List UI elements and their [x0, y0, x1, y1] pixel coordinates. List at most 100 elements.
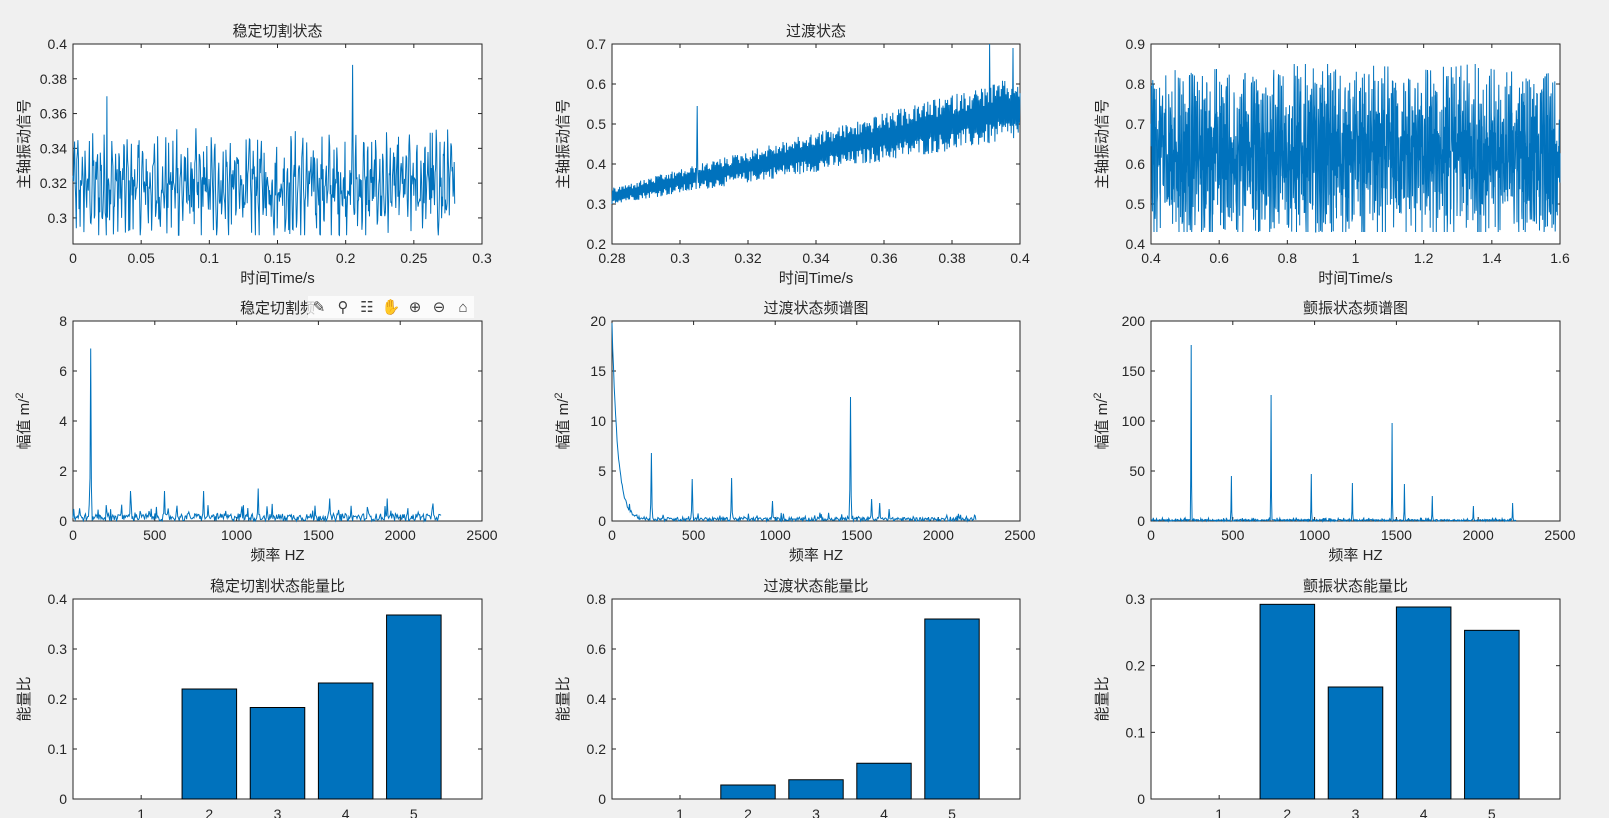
series-line	[611, 43, 1021, 205]
y-tick-label: 0.6	[587, 641, 607, 657]
x-tick-label: 0.3	[670, 250, 690, 266]
x-tick-label: 4	[1420, 806, 1428, 818]
series-line	[72, 64, 456, 237]
x-tick-label: 0.1	[200, 250, 220, 266]
x-tick-label: 0.6	[1209, 250, 1229, 266]
pan-hand-icon[interactable]: ✋	[381, 299, 401, 316]
x-axis-label: 频率 HZ	[250, 547, 304, 564]
x-tick-label: 2500	[466, 527, 497, 543]
x-axis-label: 时间Time/s	[240, 270, 314, 287]
bar-2	[181, 688, 238, 800]
x-axis-label: 时间Time/s	[779, 270, 853, 287]
zoom-out-icon[interactable]: ⊖	[432, 299, 446, 316]
y-axis-label: 主轴振动信号	[16, 99, 33, 189]
x-tick-label: 0.28	[598, 250, 625, 266]
x-tick-label: 3	[1352, 806, 1360, 818]
y-tick-label: 2	[59, 463, 67, 479]
subplot-2: 0.2 0.3 0.4 0.5 0.6 0.7 0.28 0.3 0.32 0.34 0.36 0.3…	[555, 23, 1030, 287]
subplot-title: 稳定切割状态	[232, 23, 322, 40]
zoom-in-icon[interactable]: ⊕	[408, 299, 422, 316]
y-tick-label: 0.1	[48, 741, 68, 757]
y-tick-label: 0.3	[48, 641, 68, 657]
y-tick-label: 0.3	[48, 210, 68, 226]
x-tick-label: 500	[143, 527, 167, 543]
y-tick-label: 0.6	[1126, 156, 1146, 172]
x-tick-label: 0.2	[336, 250, 356, 266]
y-tick-label: 10	[590, 413, 606, 429]
x-tick-label: 4	[342, 806, 350, 818]
x-tick-label: 2	[1283, 806, 1291, 818]
y-tick-label: 100	[1122, 413, 1146, 429]
bar-3	[249, 707, 306, 800]
y-axis-label: 主轴振动信号	[555, 99, 572, 189]
y-tick-label: 0.7	[1126, 116, 1146, 132]
y-tick-label: 0	[1137, 513, 1145, 529]
x-tick-label: 2000	[923, 527, 954, 543]
home-icon[interactable]: ⌂	[458, 298, 468, 316]
bar-5	[1464, 629, 1520, 800]
y-tick-label: 0.7	[587, 36, 607, 52]
y-tick-label: 0.4	[48, 591, 68, 607]
x-tick-label: 0.32	[734, 250, 761, 266]
subplot-title: 稳定切割频	[240, 300, 315, 317]
y-axis-label: 能量比	[16, 676, 33, 721]
y-tick-label: 0.4	[587, 691, 607, 707]
y-tick-label: 0.34	[40, 140, 67, 156]
x-tick-label: 2000	[1463, 527, 1494, 543]
y-tick-label: 150	[1122, 363, 1146, 379]
subplot-title: 过渡状态	[786, 23, 846, 40]
y-tick-label: 200	[1122, 313, 1146, 329]
subplot-title: 过渡状态频谱图	[763, 300, 868, 317]
brush-icon[interactable]: ✎	[312, 299, 326, 316]
data-cursor-icon[interactable]: ⚲	[337, 299, 349, 316]
y-tick-label: 0.2	[1126, 658, 1146, 674]
y-tick-label: 0.2	[48, 691, 68, 707]
x-tick-label: 1.2	[1414, 250, 1434, 266]
y-axis-label: 主轴振动信号	[1094, 99, 1111, 189]
x-tick-label: 5	[948, 806, 956, 818]
x-tick-label: 4	[880, 806, 888, 818]
x-tick-label: 1	[137, 806, 145, 818]
x-tick-label: 0.05	[128, 250, 155, 266]
subplot-4: 0 2 4 6 8 0 500 1000 1500 2000 2500 频率 HZ 幅值 m/2 稳定切割…	[14, 300, 498, 564]
series-line	[72, 348, 442, 523]
y-tick-label: 0.8	[1126, 76, 1146, 92]
x-tick-label: 2	[205, 806, 213, 818]
y-axis-label-superscript: 2	[553, 393, 565, 399]
y-tick-label: 0	[1137, 791, 1145, 807]
x-tick-label: 2500	[1544, 527, 1575, 543]
series-line	[611, 323, 977, 523]
y-tick-label: 0.5	[1126, 196, 1146, 212]
y-tick-label: 0.8	[587, 591, 607, 607]
y-tick-label: 0.2	[587, 236, 607, 252]
x-tick-label: 1500	[303, 527, 334, 543]
y-tick-label: 0	[59, 513, 67, 529]
x-tick-label: 5	[1488, 806, 1496, 818]
bar-3	[788, 779, 844, 800]
data-tips-icon[interactable]: ☷	[360, 299, 374, 316]
x-tick-label: 3	[274, 806, 282, 818]
x-tick-label: 0.4	[1141, 250, 1161, 266]
x-tick-label: 3	[812, 806, 820, 818]
y-tick-label: 15	[590, 363, 606, 379]
bar-5	[386, 614, 442, 800]
x-tick-label: 0	[608, 527, 616, 543]
y-tick-label: 4	[59, 413, 67, 429]
y-tick-label: 0.3	[1126, 591, 1146, 607]
x-tick-label: 1000	[1299, 527, 1330, 543]
y-axis-label: 能量比	[1094, 676, 1111, 721]
y-tick-label: 0.4	[587, 156, 607, 172]
x-tick-label: 1	[1352, 250, 1360, 266]
x-tick-label: 1000	[221, 527, 252, 543]
y-tick-label: 0.4	[1126, 236, 1146, 252]
x-tick-label: 5	[410, 806, 418, 818]
x-axis-label: 时间Time/s	[1318, 270, 1392, 287]
x-tick-label: 1	[676, 806, 684, 818]
x-tick-label: 500	[1221, 527, 1245, 543]
x-tick-label: 0.8	[1278, 250, 1298, 266]
series-line	[1151, 344, 1517, 523]
y-tick-label: 0.1	[1126, 724, 1146, 740]
x-tick-label: 1.6	[1550, 250, 1570, 266]
